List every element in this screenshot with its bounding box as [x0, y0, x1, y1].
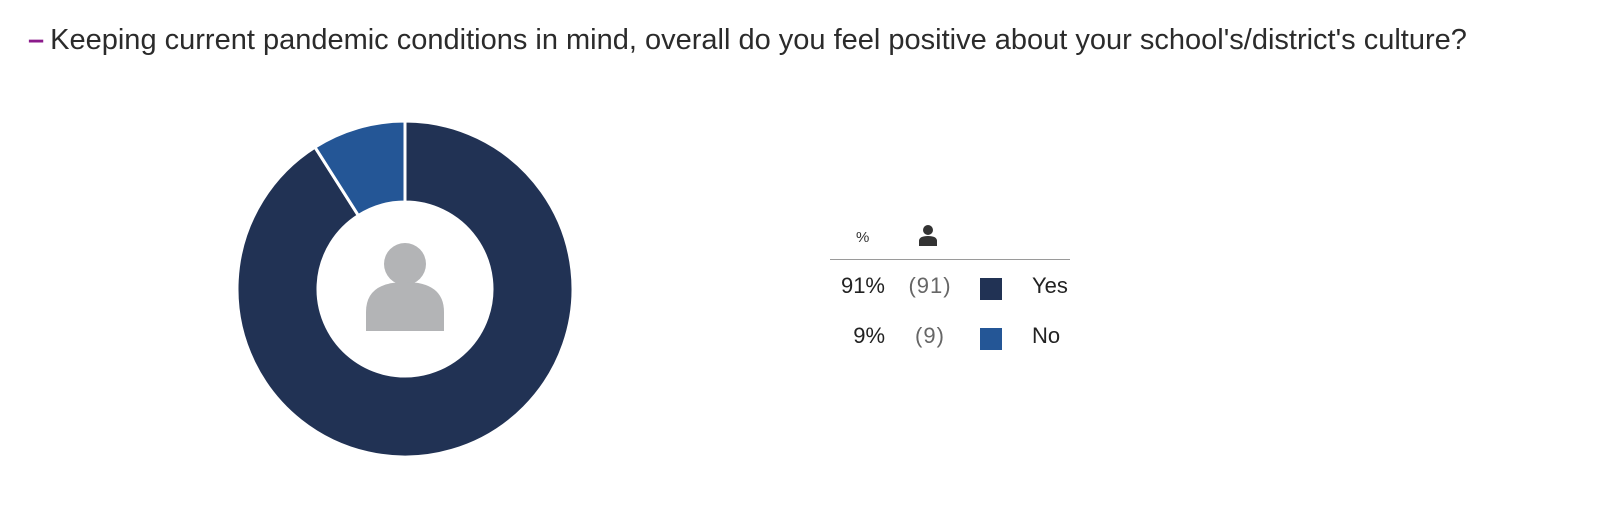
legend-count: (9)	[915, 323, 945, 348]
percent-column-header: %	[856, 229, 870, 246]
legend-row-no: 9% (9) No	[830, 310, 1070, 360]
donut-slice-no	[312, 119, 407, 218]
legend-swatch-yes	[980, 278, 1002, 300]
legend-header: %	[830, 215, 1070, 260]
donut-chart	[235, 119, 575, 459]
legend-count: (91)	[908, 273, 952, 298]
legend-label: Yes	[1032, 273, 1068, 298]
legend-percent: 9%	[853, 323, 885, 348]
legend-row-yes: 91% (91) Yes	[830, 260, 1070, 310]
donut-slice-yes	[235, 119, 575, 459]
question-text: Keeping current pandemic conditions in m…	[50, 24, 1467, 56]
legend-table: % 91% (91) Yes 9% (9) No	[830, 215, 1070, 360]
legend-percent: 91%	[840, 273, 885, 298]
center-person-icon	[366, 243, 444, 331]
person-icon	[919, 225, 937, 246]
collapse-dash-icon[interactable]: –	[28, 24, 45, 56]
question-title: – Keeping current pandemic conditions in …	[28, 18, 1467, 62]
legend-label: No	[1032, 323, 1061, 348]
legend-swatch-no	[980, 328, 1002, 350]
